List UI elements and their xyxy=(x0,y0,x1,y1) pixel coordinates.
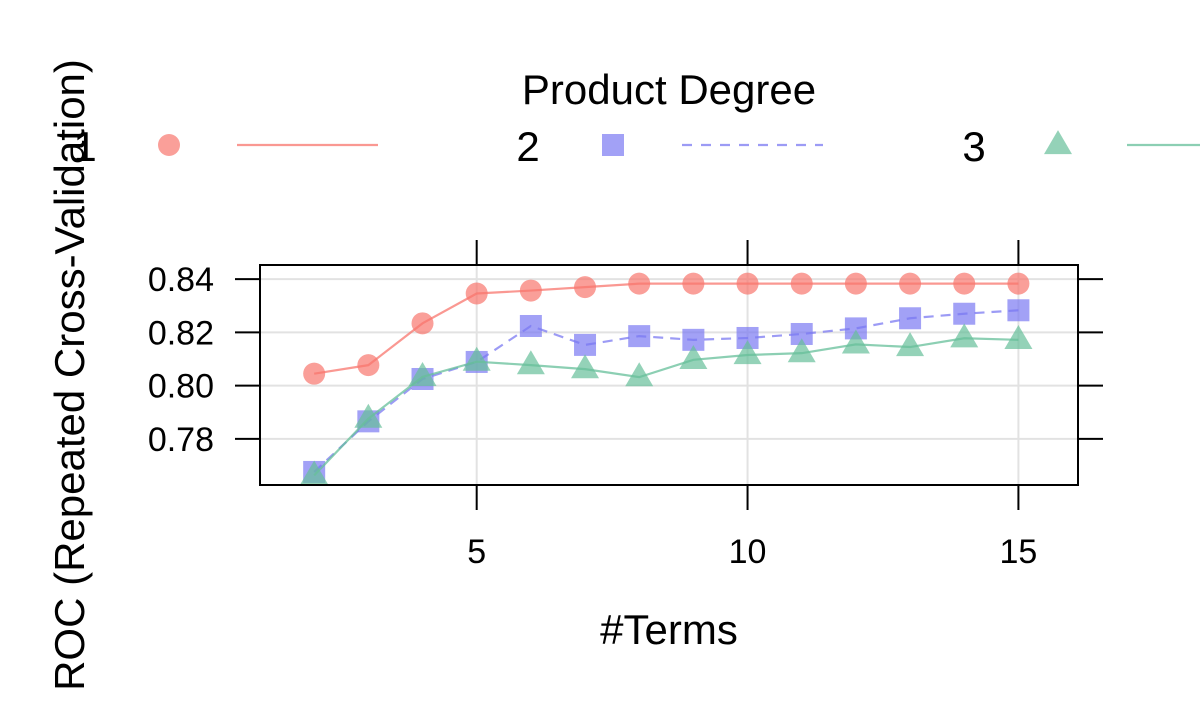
x-tick-label: 15 xyxy=(999,533,1037,571)
data-point xyxy=(516,350,545,375)
data-point xyxy=(953,302,976,325)
x-axis-title: #Terms xyxy=(600,606,738,653)
data-point xyxy=(841,329,870,354)
data-point xyxy=(899,307,922,330)
data-point xyxy=(408,361,437,386)
series-3 xyxy=(300,323,1033,485)
data-point xyxy=(682,272,705,295)
legend-item-1: 1 xyxy=(73,123,378,170)
data-point xyxy=(733,340,762,365)
legend-label: 1 xyxy=(73,123,96,170)
data-point xyxy=(950,323,979,348)
grid xyxy=(260,265,1078,485)
legend-marker xyxy=(1044,130,1072,155)
axis-ticks: 5 10 15 0.78 0.80 0.82 0.84 xyxy=(148,240,1103,571)
data-point xyxy=(896,332,925,357)
legend-marker xyxy=(602,134,624,156)
data-point xyxy=(574,333,597,356)
data-point xyxy=(899,272,922,295)
legend-item-2: 2 xyxy=(516,123,823,170)
data-point xyxy=(790,322,813,345)
data-point xyxy=(300,460,329,485)
series-1 xyxy=(303,272,1030,385)
data-point xyxy=(844,272,867,295)
data-point xyxy=(1007,272,1030,295)
legend-item-3: 3 xyxy=(962,123,1200,170)
plot-frame xyxy=(259,264,1079,486)
x-tick-label: 10 xyxy=(729,533,767,571)
y-tick-label: 0.78 xyxy=(148,421,214,459)
x-tick-label: 5 xyxy=(467,533,486,571)
data-point xyxy=(790,272,813,295)
data-point xyxy=(1007,299,1030,322)
legend-items: 1 2 3 xyxy=(73,123,1200,170)
data-point xyxy=(682,328,705,351)
data-point xyxy=(1004,324,1033,349)
series-layer xyxy=(300,272,1033,485)
data-point xyxy=(354,403,383,428)
data-point xyxy=(411,312,434,335)
data-point xyxy=(303,362,326,385)
data-point xyxy=(736,326,759,349)
series-line-3 xyxy=(313,337,1019,477)
y-axis-title: ROC (Repeated Cross-Validation) xyxy=(46,59,93,691)
y-tick-label: 0.80 xyxy=(148,368,214,406)
data-point xyxy=(679,344,708,369)
legend-label: 2 xyxy=(516,123,539,170)
data-point xyxy=(787,338,816,363)
legend: Product Degree 1 2 3 xyxy=(73,66,1200,170)
y-tick-label: 0.84 xyxy=(148,261,214,299)
data-point xyxy=(844,317,867,340)
data-point xyxy=(465,282,488,305)
data-point xyxy=(357,354,380,377)
y-tick-label: 0.82 xyxy=(148,314,214,352)
legend-title: Product Degree xyxy=(522,66,816,113)
data-point xyxy=(519,279,542,302)
data-point xyxy=(574,276,597,299)
data-point xyxy=(571,354,600,379)
data-point xyxy=(462,346,491,371)
data-point xyxy=(628,272,651,295)
legend-marker xyxy=(158,134,180,156)
legend-label: 3 xyxy=(962,123,985,170)
plot-area: 5 10 15 0.78 0.80 0.82 0.84 xyxy=(148,240,1103,571)
data-point xyxy=(625,362,654,387)
data-point xyxy=(953,272,976,295)
data-point xyxy=(736,272,759,295)
data-point xyxy=(628,325,651,348)
series-line-2 xyxy=(313,309,1019,473)
data-point xyxy=(519,314,542,337)
